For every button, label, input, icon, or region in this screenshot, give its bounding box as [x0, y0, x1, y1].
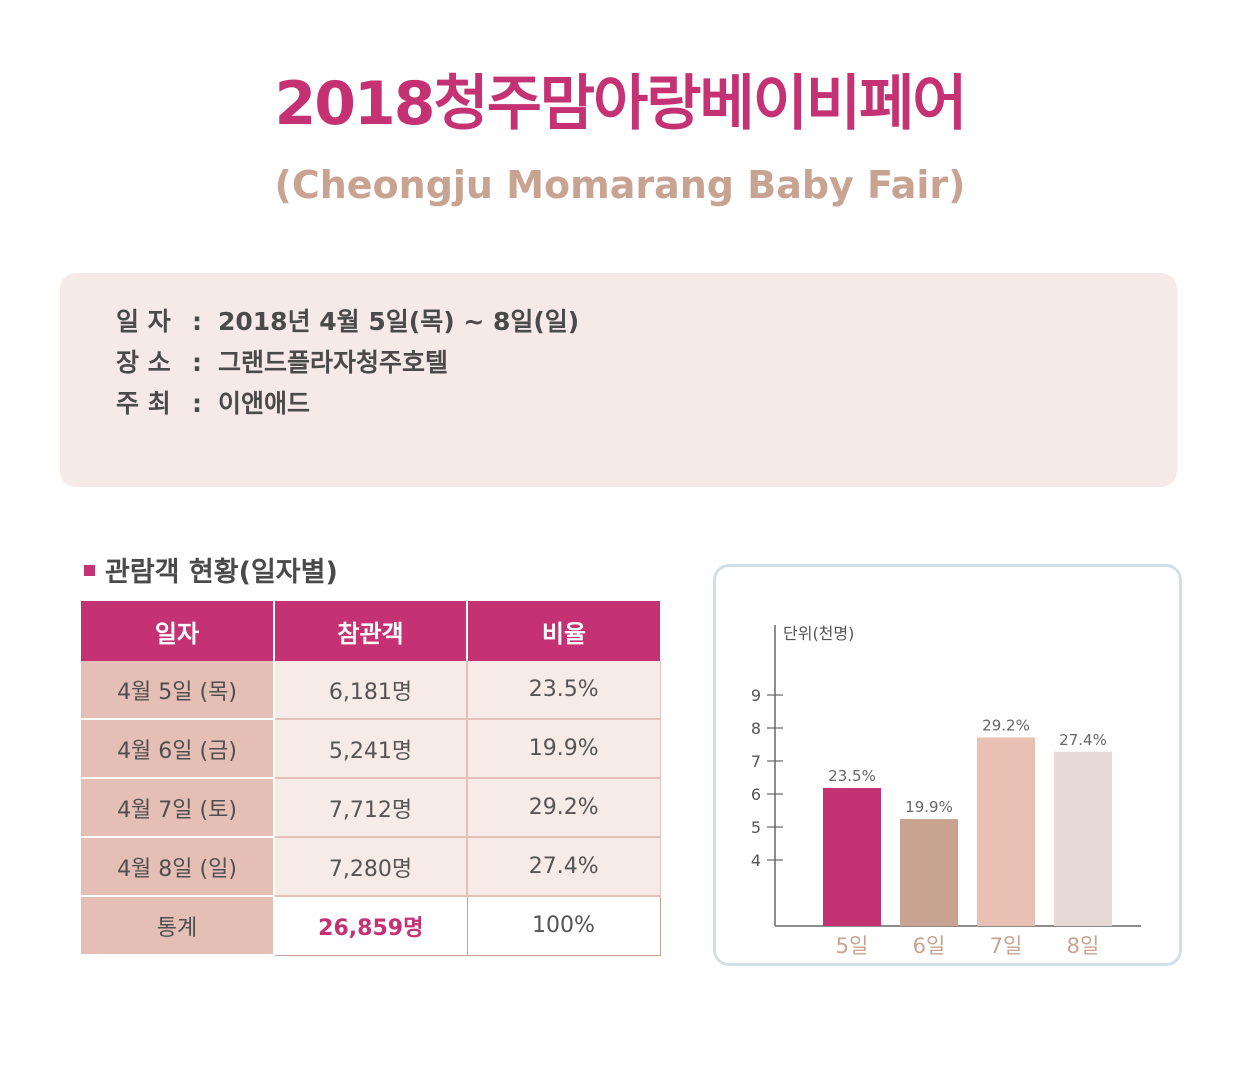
y-tick-label: 7 [751, 752, 761, 771]
x-tick-label: 6일 [913, 934, 946, 958]
unit-label: 단위(천명) [783, 624, 854, 643]
cell-total-label: 통계 [81, 896, 275, 956]
event-info-box: 일 자:2018년 4월 5일(목) ~ 8일(일) 장 소: 그랜드플라자청주호… [60, 273, 1177, 487]
cell-ratio: 23.5% [467, 661, 661, 720]
table-total-row: 통계 26,859명 100% [81, 895, 661, 956]
page-subtitle: (Cheongju Momarang Baby Fair) [274, 163, 966, 207]
info-value-date: 2018년 4월 5일(목) ~ 8일(일) [218, 307, 580, 336]
column-header-visitors: 참관객 [274, 601, 468, 661]
x-tick-label: 8일 [1067, 934, 1100, 958]
info-row-date: 일 자:2018년 4월 5일(목) ~ 8일(일) [116, 302, 579, 342]
cell-visitors: 6,181명 [274, 661, 468, 720]
info-label-date: 일 자 [116, 307, 171, 336]
bar-chart: 단위(천명) 4 5 6 7 8 9 23.5% 5일 19.9% 6일 29.2% 7일 27.4% 8일 [751, 624, 1141, 958]
bar [977, 737, 1035, 926]
cell-ratio: 19.9% [467, 719, 661, 779]
cell-total-visitors: 26,859명 [273, 895, 468, 956]
y-tick-label: 9 [751, 686, 761, 705]
section-title-text: 관람객 현황(일자별) [105, 557, 338, 588]
cell-ratio: 27.4% [467, 837, 661, 897]
info-value-host: 이앤애드 [218, 389, 311, 418]
info-label-host: 주 최 [116, 389, 171, 418]
y-tick-label: 8 [751, 719, 761, 738]
section-title: 관람객 현황(일자별) [84, 553, 338, 593]
table-row: 4월 7일 (토) 7,712명 29.2% [81, 778, 661, 838]
column-header-ratio: 비율 [467, 601, 660, 661]
cell-visitors: 7,712명 [274, 778, 468, 838]
cell-date: 4월 8일 (일) [81, 837, 275, 897]
visitor-stats-table: 일자 참관객 비율 4월 5일 (목) 6,181명 23.5% 4월 6일 (… [81, 601, 661, 956]
data-label: 29.2% [982, 717, 1030, 735]
data-label: 27.4% [1059, 731, 1107, 749]
y-tick-label: 5 [751, 818, 761, 837]
column-header-date: 일자 [81, 601, 275, 661]
cell-visitors: 7,280명 [274, 837, 468, 897]
square-bullet-icon [84, 565, 95, 576]
bar [900, 819, 958, 926]
bar [1054, 751, 1112, 926]
chart-panel: 단위(천명) 4 5 6 7 8 9 23.5% 5일 19.9% 6일 29.2% 7일 27.4% 8일 [713, 564, 1182, 966]
info-row-host: 주 최: 이앤애드 [116, 384, 310, 424]
cell-date: 4월 5일 (목) [81, 661, 275, 720]
x-tick-label: 5일 [836, 934, 869, 958]
cell-ratio: 29.2% [467, 778, 661, 838]
page-title: 2018청주맘아랑베이비페어 [274, 69, 968, 139]
data-label: 23.5% [828, 767, 876, 785]
table-row: 4월 6일 (금) 5,241명 19.9% [81, 719, 661, 779]
table-row: 4월 5일 (목) 6,181명 23.5% [81, 661, 661, 720]
table-row: 4월 8일 (일) 7,280명 27.4% [81, 837, 661, 897]
table-header-row: 일자 참관객 비율 [81, 601, 660, 661]
y-tick-label: 4 [751, 851, 761, 870]
info-row-venue: 장 소: 그랜드플라자청주호텔 [116, 343, 448, 383]
info-colon: : [192, 348, 202, 377]
info-value-venue: 그랜드플라자청주호텔 [218, 348, 449, 377]
data-label: 19.9% [905, 798, 953, 816]
info-label-venue: 장 소 [116, 348, 171, 377]
y-tick-label: 6 [751, 785, 761, 804]
x-tick-label: 7일 [990, 934, 1023, 958]
cell-date: 4월 7일 (토) [81, 778, 275, 838]
info-colon: : [192, 389, 202, 418]
bar [823, 788, 881, 926]
info-colon: : [192, 307, 202, 336]
cell-total-ratio: 100% [466, 895, 661, 956]
cell-date: 4월 6일 (금) [81, 719, 275, 779]
cell-visitors: 5,241명 [274, 719, 468, 779]
